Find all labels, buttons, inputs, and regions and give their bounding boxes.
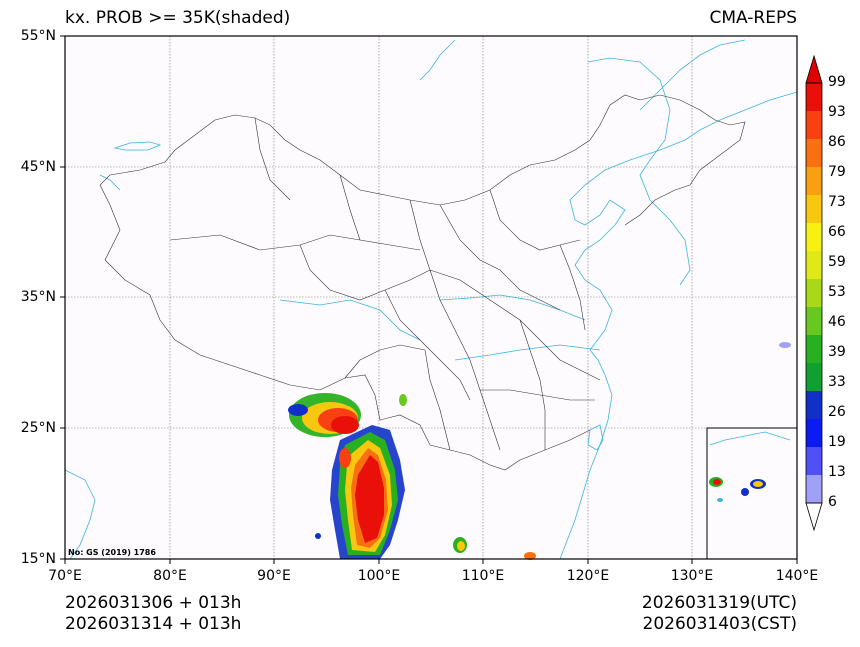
model-name: CMA-REPS — [709, 8, 797, 28]
colorbar-tick-label: 33 — [828, 374, 846, 390]
colorbar-swatch — [806, 223, 822, 251]
colorbar-tick-label: 6 — [828, 494, 837, 510]
colorbar-frame — [805, 82, 823, 504]
colorbar-swatch — [806, 83, 822, 111]
colorbar-tick-label: 93 — [828, 104, 846, 120]
south-china-sea-inset — [706, 427, 798, 560]
map-background — [65, 36, 797, 559]
lat-label: 25°N — [20, 420, 56, 436]
colorbar-tick-label: 53 — [828, 284, 846, 300]
init-cst: 2026031314 + 013h — [65, 614, 242, 634]
colorbar-tick-label: 39 — [828, 344, 846, 360]
lat-label: 55°N — [20, 28, 56, 44]
lat-label: 45°N — [20, 159, 56, 175]
colorbar-swatch — [806, 279, 822, 307]
graticule — [65, 36, 797, 559]
lon-label: 120°E — [566, 568, 610, 584]
colorbar-tick-label: 99 — [828, 74, 846, 90]
colorbar-swatch — [806, 391, 822, 419]
lat-label: 35°N — [20, 289, 56, 305]
colorbar-tick-label: 79 — [828, 164, 846, 180]
colorbar-swatch — [806, 111, 822, 139]
colorbar-swatch — [806, 419, 822, 447]
colorbar-swatch — [806, 335, 822, 363]
colorbar-swatch — [806, 139, 822, 167]
colorbar-tick-label: 26 — [828, 404, 846, 420]
plot-title: kx. PROB >= 35K(shaded) — [65, 8, 291, 28]
colorbar-swatch — [806, 447, 822, 475]
colorbar-over-arrow — [805, 54, 823, 84]
colorbar-swatch — [806, 363, 822, 391]
colorbar-tick-label: 66 — [828, 224, 846, 240]
colorbar-under-arrow — [805, 502, 823, 532]
lon-label: 90°E — [257, 568, 291, 584]
colorbar-swatch — [806, 167, 822, 195]
lon-label: 100°E — [357, 568, 401, 584]
coastlines — [64, 39, 798, 560]
colorbar-tick-label: 73 — [828, 194, 846, 210]
colorbar-tick-label: 86 — [828, 134, 846, 150]
borders — [99, 94, 746, 471]
axis-ticks — [60, 35, 798, 564]
colorbar-swatch — [806, 307, 822, 335]
valid-cst: 2026031403(CST) — [642, 614, 797, 634]
lon-label: 80°E — [153, 568, 187, 584]
colorbar-tick-label: 59 — [828, 254, 846, 270]
colorbar-tick-label: 46 — [828, 314, 846, 330]
lon-label: 130°E — [670, 568, 714, 584]
lat-label: 15°N — [20, 551, 56, 567]
init-utc: 2026031306 + 013h — [65, 593, 242, 613]
valid-time: 2026031319(UTC) 2026031403(CST) — [642, 593, 797, 635]
colorbar-tick-label: 13 — [828, 464, 846, 480]
colorbar-tick-label: 19 — [828, 434, 846, 450]
lon-label: 70°E — [48, 568, 82, 584]
colorbar — [805, 54, 823, 532]
colorbar-swatch — [806, 475, 822, 503]
colorbar-swatch — [806, 195, 822, 223]
lon-label: 110°E — [461, 568, 505, 584]
prob-shading — [288, 342, 791, 560]
valid-utc: 2026031319(UTC) — [641, 593, 797, 613]
lon-label: 140°E — [775, 568, 819, 584]
colorbar-swatch — [806, 251, 822, 279]
map-approval-number: No: GS (2019) 1786 — [68, 548, 156, 557]
init-time: 2026031306 + 013h 2026031314 + 013h — [65, 593, 241, 635]
